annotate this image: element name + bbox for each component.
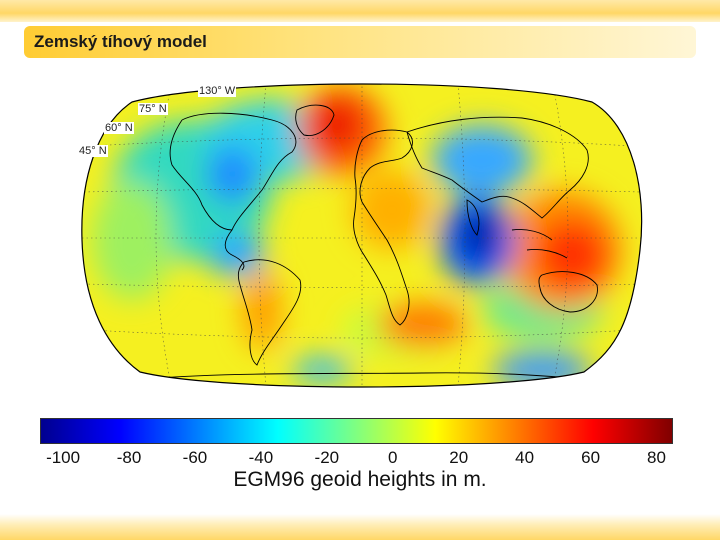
slide-bottom-band [0, 514, 720, 540]
label-45n: 45° N [78, 145, 108, 157]
slide-title-bar: Zemský tíhový model [24, 26, 696, 58]
label-60n: 60° N [104, 122, 134, 134]
colorbar-tick-label: 20 [449, 448, 469, 467]
slide-top-band [0, 0, 720, 22]
geoid-map-canvas [81, 83, 643, 388]
geoid-heatmap [81, 84, 642, 387]
colorbar-tick-label: -80 [116, 448, 142, 467]
geoid-map: 130° W 75° N 60° N 45° N [72, 80, 652, 390]
coastlines [131, 104, 598, 381]
colorbar-tick-label: 60 [581, 448, 601, 467]
colorbar-tick-label: 80 [647, 448, 666, 467]
label-75n: 75° N [138, 103, 168, 115]
colorbar-tick-label: -100 [46, 448, 81, 467]
colorbar-tick-label: -60 [182, 448, 208, 467]
colorbar-tick-label: 40 [515, 448, 535, 467]
slide-title: Zemský tíhový model [34, 32, 207, 51]
colorbar-tick-label: -20 [314, 448, 340, 467]
colorbar-tick-label: 0 [388, 448, 398, 467]
colorbar [40, 418, 673, 444]
colorbar-tick-label: -40 [248, 448, 274, 467]
map-border [81, 83, 643, 388]
label-130w: 130° W [198, 85, 237, 97]
colorbar-title: EGM96 geoid heights in m. [233, 468, 487, 491]
